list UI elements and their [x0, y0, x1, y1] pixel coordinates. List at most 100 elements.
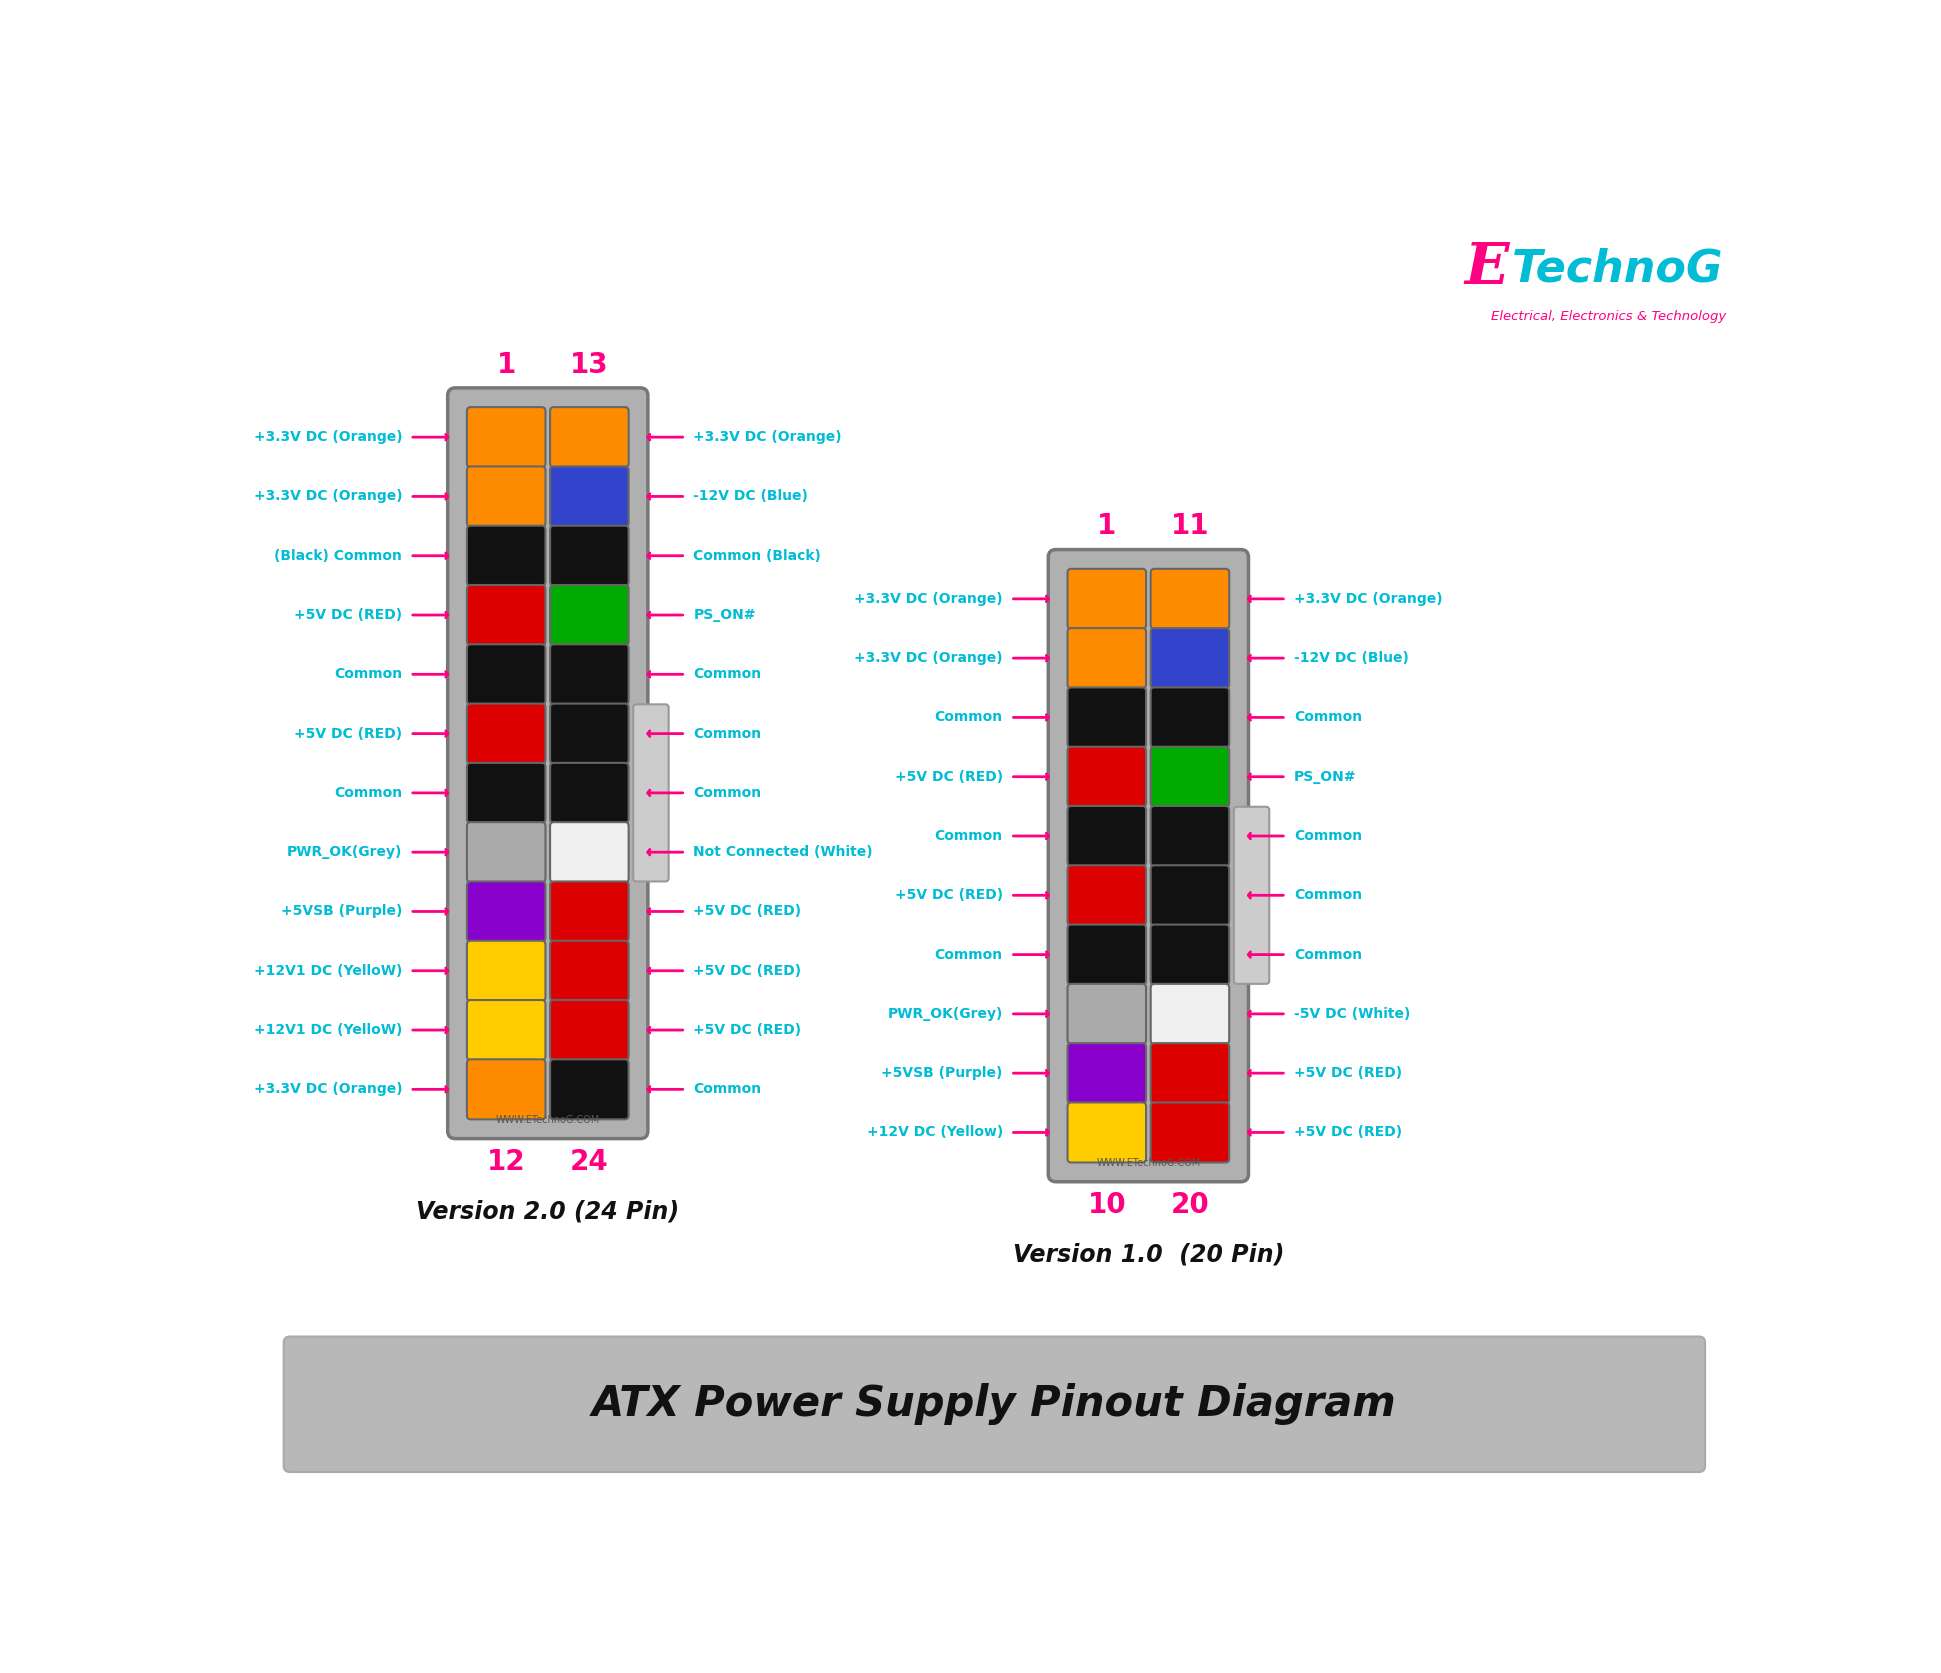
FancyBboxPatch shape: [468, 1000, 545, 1061]
Text: Common: Common: [693, 786, 761, 800]
FancyBboxPatch shape: [549, 704, 629, 763]
FancyBboxPatch shape: [1151, 569, 1229, 629]
FancyBboxPatch shape: [1151, 627, 1229, 688]
Text: +5VSB (Purple): +5VSB (Purple): [881, 1066, 1003, 1081]
Text: Common: Common: [334, 786, 402, 800]
Text: Common: Common: [693, 1082, 761, 1096]
Text: PS_ON#: PS_ON#: [1295, 770, 1357, 783]
Text: -12V DC (Blue): -12V DC (Blue): [1295, 651, 1409, 666]
Text: 12: 12: [487, 1148, 526, 1176]
FancyBboxPatch shape: [1068, 1044, 1145, 1103]
Text: 13: 13: [571, 351, 609, 378]
Text: +12V1 DC (YelloW): +12V1 DC (YelloW): [254, 1024, 402, 1037]
Text: Common: Common: [936, 830, 1003, 843]
Text: PWR_OK(Grey): PWR_OK(Grey): [887, 1007, 1003, 1021]
Text: PWR_OK(Grey): PWR_OK(Grey): [287, 845, 402, 860]
Text: WWW.ETechnoG.COM: WWW.ETechnoG.COM: [1097, 1158, 1200, 1168]
Text: +12V DC (Yellow): +12V DC (Yellow): [866, 1126, 1003, 1139]
Text: ATX Power Supply Pinout Diagram: ATX Power Supply Pinout Diagram: [592, 1384, 1398, 1425]
Text: Common: Common: [936, 711, 1003, 724]
Text: -12V DC (Blue): -12V DC (Blue): [693, 490, 807, 504]
Text: +5V DC (RED): +5V DC (RED): [693, 964, 802, 977]
FancyBboxPatch shape: [448, 388, 648, 1139]
FancyBboxPatch shape: [468, 586, 545, 646]
FancyBboxPatch shape: [1151, 806, 1229, 867]
FancyBboxPatch shape: [468, 882, 545, 942]
FancyBboxPatch shape: [1151, 746, 1229, 806]
Text: Version 2.0 (24 Pin): Version 2.0 (24 Pin): [415, 1200, 679, 1223]
Text: Version 1.0  (20 Pin): Version 1.0 (20 Pin): [1013, 1243, 1285, 1266]
FancyBboxPatch shape: [1068, 984, 1145, 1044]
FancyBboxPatch shape: [1151, 1044, 1229, 1103]
Text: Electrical, Electronics & Technology: Electrical, Electronics & Technology: [1491, 310, 1726, 323]
FancyBboxPatch shape: [468, 940, 545, 1000]
FancyBboxPatch shape: [468, 1059, 545, 1119]
FancyBboxPatch shape: [549, 467, 629, 527]
Text: +12V1 DC (YelloW): +12V1 DC (YelloW): [254, 964, 402, 977]
Text: +3.3V DC (Orange): +3.3V DC (Orange): [854, 592, 1003, 606]
Text: +3.3V DC (Orange): +3.3V DC (Orange): [854, 651, 1003, 666]
FancyBboxPatch shape: [549, 644, 629, 704]
FancyBboxPatch shape: [1068, 1103, 1145, 1163]
FancyBboxPatch shape: [549, 821, 629, 882]
FancyBboxPatch shape: [1068, 806, 1145, 867]
Text: +3.3V DC (Orange): +3.3V DC (Orange): [254, 490, 402, 504]
Text: Common: Common: [1295, 711, 1363, 724]
FancyBboxPatch shape: [283, 1337, 1704, 1472]
FancyBboxPatch shape: [1068, 569, 1145, 629]
Text: E: E: [1464, 241, 1508, 296]
FancyBboxPatch shape: [633, 704, 668, 882]
FancyBboxPatch shape: [1068, 627, 1145, 688]
FancyBboxPatch shape: [549, 882, 629, 942]
Text: +5VSB (Purple): +5VSB (Purple): [281, 905, 402, 918]
Text: Common: Common: [936, 947, 1003, 962]
FancyBboxPatch shape: [1151, 865, 1229, 925]
Text: PS_ON#: PS_ON#: [693, 607, 755, 622]
Text: +5V DC (RED): +5V DC (RED): [895, 888, 1003, 902]
Text: Common: Common: [693, 726, 761, 741]
Text: +3.3V DC (Orange): +3.3V DC (Orange): [254, 430, 402, 443]
FancyBboxPatch shape: [468, 644, 545, 704]
Text: 1: 1: [497, 351, 516, 378]
FancyBboxPatch shape: [1068, 865, 1145, 925]
FancyBboxPatch shape: [468, 467, 545, 527]
Text: Not Connected (White): Not Connected (White): [693, 845, 873, 860]
FancyBboxPatch shape: [1068, 746, 1145, 806]
FancyBboxPatch shape: [549, 407, 629, 467]
FancyBboxPatch shape: [468, 407, 545, 467]
Text: +5V DC (RED): +5V DC (RED): [895, 770, 1003, 783]
FancyBboxPatch shape: [549, 586, 629, 646]
Text: 20: 20: [1170, 1191, 1209, 1220]
Text: 1: 1: [1097, 512, 1116, 540]
FancyBboxPatch shape: [468, 763, 545, 823]
Text: Common: Common: [1295, 947, 1363, 962]
FancyBboxPatch shape: [1048, 549, 1248, 1181]
FancyBboxPatch shape: [1151, 688, 1229, 748]
FancyBboxPatch shape: [549, 763, 629, 823]
FancyBboxPatch shape: [549, 1000, 629, 1061]
Text: +5V DC (RED): +5V DC (RED): [295, 726, 402, 741]
FancyBboxPatch shape: [1068, 925, 1145, 985]
FancyBboxPatch shape: [549, 940, 629, 1000]
Text: Common: Common: [693, 668, 761, 681]
Text: Common: Common: [1295, 888, 1363, 902]
Text: (Black) Common: (Black) Common: [274, 549, 402, 562]
FancyBboxPatch shape: [549, 1059, 629, 1119]
Text: +3.3V DC (Orange): +3.3V DC (Orange): [254, 1082, 402, 1096]
Text: Common: Common: [1295, 830, 1363, 843]
Text: -5V DC (White): -5V DC (White): [1295, 1007, 1411, 1021]
FancyBboxPatch shape: [468, 704, 545, 763]
Text: 11: 11: [1170, 512, 1209, 540]
Text: Common: Common: [334, 668, 402, 681]
Text: +5V DC (RED): +5V DC (RED): [1295, 1066, 1401, 1081]
Text: +5V DC (RED): +5V DC (RED): [1295, 1126, 1401, 1139]
Text: +3.3V DC (Orange): +3.3V DC (Orange): [693, 430, 842, 443]
Text: WWW.ETechnoG.COM: WWW.ETechnoG.COM: [495, 1114, 600, 1124]
FancyBboxPatch shape: [1151, 925, 1229, 985]
Text: +5V DC (RED): +5V DC (RED): [295, 607, 402, 622]
FancyBboxPatch shape: [1151, 984, 1229, 1044]
Text: +3.3V DC (Orange): +3.3V DC (Orange): [1295, 592, 1442, 606]
Text: TechnoG: TechnoG: [1512, 248, 1724, 289]
FancyBboxPatch shape: [1234, 806, 1269, 984]
FancyBboxPatch shape: [549, 525, 629, 586]
